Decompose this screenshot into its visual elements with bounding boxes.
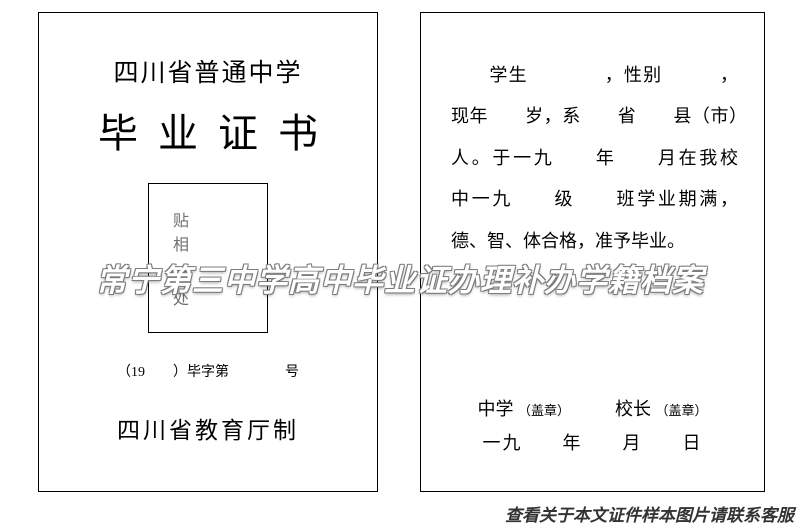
contact-footnote: 查看关于本文证件样本图片请联系客服 [505, 501, 794, 526]
certificate-title: 毕业证书 [39, 101, 377, 159]
photo-placeholder-line2: 片 处 [149, 261, 267, 309]
certificate-right-page: 学生 ，性别 ，现年 岁，系 省 县（市）人。于一九 年 月在我校 中一九 级 … [420, 12, 765, 492]
seal-gap [575, 399, 611, 419]
serial-number-line: （19 ）毕字第 号 [39, 361, 377, 381]
seal-school-label: 中学 [477, 399, 513, 419]
seal-row: 中学 （盖章） 校长 （盖章） [421, 395, 764, 421]
photo-placeholder-box: 贴 相 片 处 [148, 183, 268, 333]
certificate-left-page: 四川省普通中学 毕业证书 贴 相 片 处 （19 ）毕字第 号 四川省教育厅制 [38, 12, 378, 492]
photo-placeholder-line1: 贴 相 [149, 207, 267, 255]
issuer-footer: 四川省教育厅制 [39, 411, 377, 445]
school-type-title: 四川省普通中学 [39, 53, 377, 89]
seal-principal-hint: （盖章） [656, 403, 708, 418]
seal-principal-label: 校长 [615, 399, 651, 419]
issue-date-line: 一九 年 月 日 [421, 429, 764, 455]
seal-school-hint: （盖章） [518, 403, 570, 418]
canvas: 四川省普通中学 毕业证书 贴 相 片 处 （19 ）毕字第 号 四川省教育厅制 … [0, 0, 800, 530]
certificate-body-text: 学生 ，性别 ，现年 岁，系 省 县（市）人。于一九 年 月在我校 中一九 级 … [421, 13, 764, 262]
